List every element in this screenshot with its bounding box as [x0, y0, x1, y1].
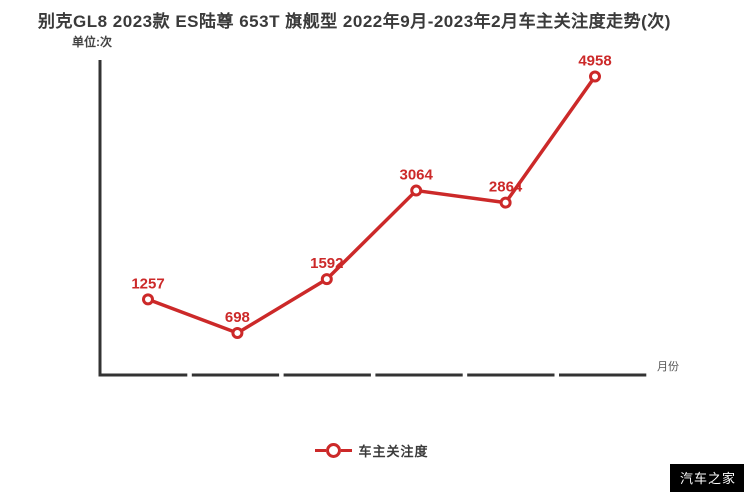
data-point: [320, 273, 333, 286]
legend-series-marker-icon: [315, 443, 353, 458]
data-point-label: 698: [225, 309, 250, 326]
legend-line-left: [315, 449, 327, 452]
series-line: [146, 74, 597, 335]
data-point-label: 3064: [400, 167, 434, 184]
legend-series-label: 车主关注度: [358, 444, 429, 459]
data-point: [142, 293, 154, 306]
legend-line-right: [341, 449, 353, 452]
data-point: [589, 70, 601, 83]
data-point-label: 1257: [131, 275, 164, 292]
chart-title: 别克GL8 2023款 ES陆尊 653T 旗舰型 2022年9月-2023年2…: [38, 12, 671, 31]
legend-ring-icon: [326, 443, 342, 458]
data-point-label: 4958: [578, 53, 611, 70]
x-axis-label: 月份: [657, 361, 679, 373]
data-point: [231, 326, 244, 339]
data-point-label: 1592: [310, 255, 343, 272]
data-point: [410, 184, 423, 197]
data-point: [499, 196, 512, 209]
y-axis-unit-label: 单位:次: [72, 35, 112, 49]
data-point-label: 2864: [489, 179, 523, 196]
legend: 车主关注度: [0, 441, 744, 460]
watermark-autohome: 汽车之家: [669, 464, 744, 492]
